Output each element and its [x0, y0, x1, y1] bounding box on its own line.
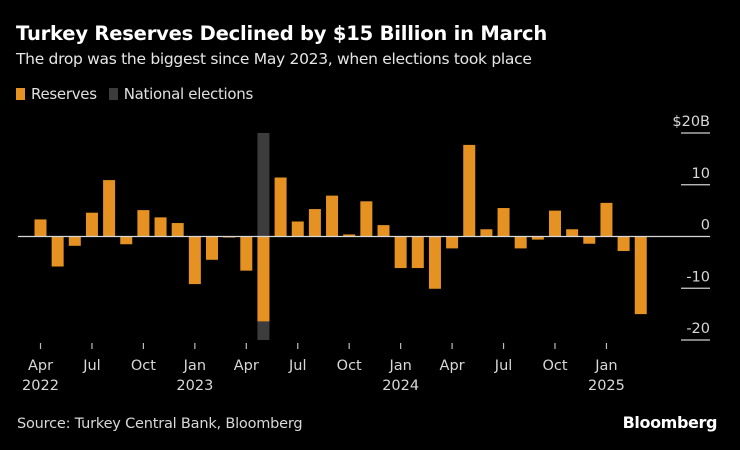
bar [120, 236, 133, 245]
bar [634, 236, 647, 315]
bar [411, 236, 424, 269]
legend-item-reserves: Reserves [16, 85, 97, 103]
bar [446, 236, 459, 249]
bar [240, 236, 253, 271]
bar [566, 229, 579, 237]
bar [171, 223, 184, 237]
x-tick-year-label: 2023 [176, 378, 213, 394]
x-tick-label: Jan [183, 358, 206, 374]
bar [308, 209, 321, 237]
bar [463, 144, 476, 237]
legend-item-elections: National elections [108, 85, 254, 103]
y-tick-label: 0 [701, 218, 710, 234]
x-tick-label: Oct [337, 358, 362, 374]
bar [531, 236, 544, 240]
x-tick-label: Oct [542, 358, 567, 374]
bar [291, 221, 304, 237]
y-tick-label: -20 [686, 321, 710, 337]
legend-swatch-elections [108, 88, 118, 100]
bar [257, 236, 270, 322]
bar [360, 201, 373, 237]
bar [600, 202, 613, 237]
bar [497, 208, 510, 237]
x-tick-label: Oct [131, 358, 156, 374]
y-tick-label: $20B [672, 114, 710, 130]
legend: Reserves National elections [16, 85, 265, 103]
x-tick-label: Jul [288, 358, 307, 374]
legend-label-elections: National elections [123, 85, 254, 103]
bar [51, 236, 64, 267]
bar [206, 236, 218, 260]
x-tick-label: Jan [388, 358, 411, 374]
bar [137, 210, 150, 237]
bar [154, 217, 167, 237]
x-tick-year-label: 2022 [22, 378, 59, 394]
legend-label-reserves: Reserves [31, 85, 97, 103]
bar [514, 236, 527, 249]
y-tick-label: 10 [692, 166, 710, 182]
x-tick-label: Apr [234, 358, 259, 374]
bar [274, 177, 287, 237]
x-tick-label: Apr [28, 358, 53, 374]
bar [103, 180, 116, 237]
bar [617, 236, 630, 251]
chart-subtitle: The drop was the biggest since May 2023,… [16, 50, 532, 68]
x-tick-year-label: 2025 [588, 378, 625, 394]
y-tick-label: -10 [686, 269, 710, 285]
x-tick-label: Apr [440, 358, 465, 374]
bar [377, 225, 390, 237]
bar [394, 236, 407, 269]
bar [480, 229, 493, 237]
bar [85, 212, 98, 237]
x-tick-label: Jul [82, 358, 101, 374]
bar [583, 236, 596, 244]
x-tick-label: Jul [494, 358, 513, 374]
bar [68, 236, 81, 246]
bloomberg-logo: Bloomberg [622, 413, 718, 432]
x-tick-year-label: 2024 [382, 378, 419, 394]
bar [343, 234, 356, 237]
bar [188, 236, 201, 285]
bar [34, 219, 47, 237]
x-tick-label: Jan [594, 358, 617, 374]
bar [428, 236, 441, 289]
bar [549, 210, 561, 237]
source-note: Source: Turkey Central Bank, Bloomberg [17, 416, 303, 432]
chart-title: Turkey Reserves Declined by $15 Billion … [16, 22, 548, 45]
bar [326, 195, 339, 237]
legend-swatch-reserves [16, 88, 25, 100]
